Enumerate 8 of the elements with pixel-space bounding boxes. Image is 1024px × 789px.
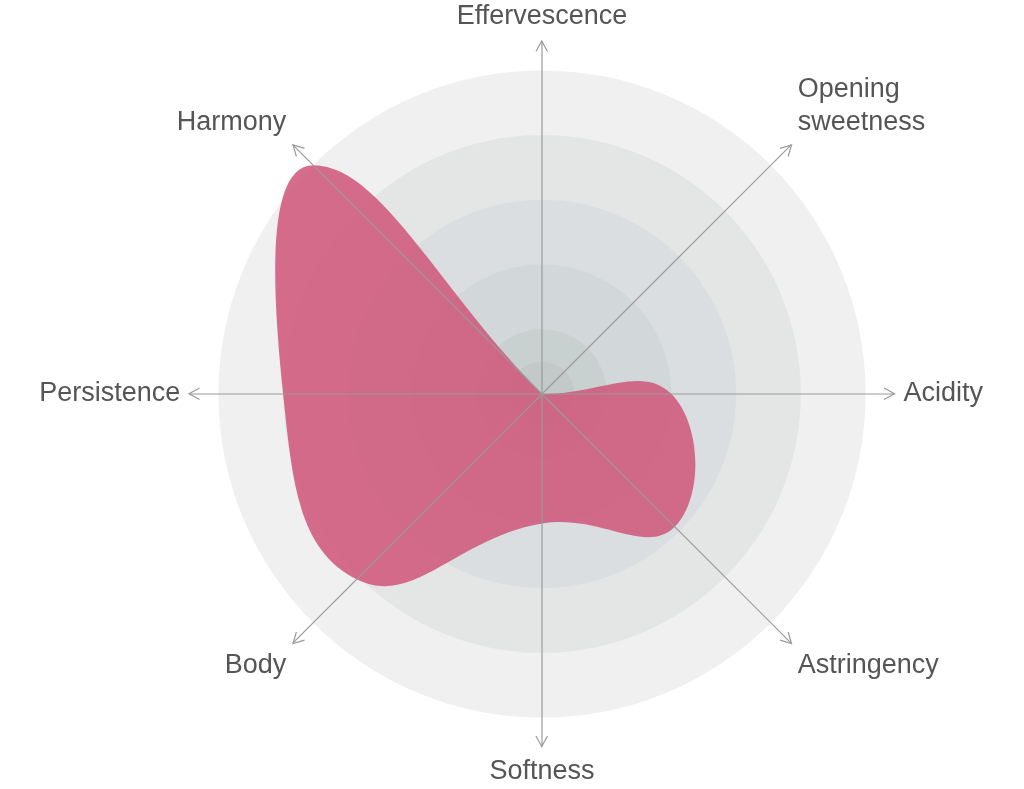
spoke-label: Astringency (797, 649, 940, 680)
spoke-label: Acidity (903, 377, 984, 408)
spoke-label: Effervescence (456, 0, 628, 30)
spoke-label: Harmony (176, 105, 287, 136)
spoke-label: Softness (489, 755, 595, 786)
spoke-label: Opening sweetness (797, 73, 926, 136)
spoke-label: Persistence (39, 377, 181, 408)
spoke-label: Body (224, 649, 287, 680)
